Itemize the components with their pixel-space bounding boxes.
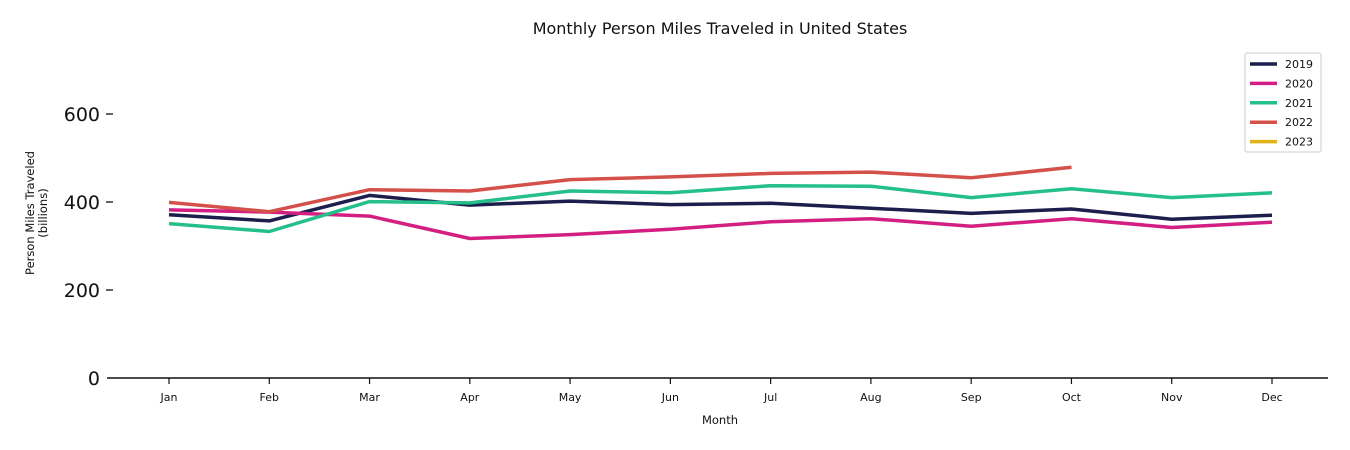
series-line-2019 [168,193,1273,223]
y-axis-ticks: 0 200 400 600 [64,104,113,390]
y-tick-label-400: 400 [64,192,100,214]
legend-label-2023: 2023 [1285,136,1313,149]
chart-title: Monthly Person Miles Traveled in United … [533,19,908,38]
series-line-2022 [168,165,1072,214]
y-tick-label-200: 200 [64,280,100,302]
y-axis-label-line2: (billions) [36,188,50,237]
y-tick-label-0: 0 [88,368,100,390]
series-line-2020 [168,208,1273,241]
x-tick-label-oct: Oct [1062,391,1082,404]
x-tick-label-may: May [559,391,582,404]
x-tick-label-feb: Feb [260,391,279,404]
x-tick-label-jan: Jan [160,391,178,404]
x-tick-label-apr: Apr [460,391,480,404]
y-axis-label-line1: Person Miles Traveled [23,151,37,275]
legend: 2019 2020 2021 2022 2023 [1244,52,1322,153]
x-tick-label-sep: Sep [961,391,982,404]
legend-box [1244,52,1322,153]
x-tick-label-aug: Aug [860,391,881,404]
legend-label-2021: 2021 [1285,97,1313,110]
y-axis-label: Person Miles Traveled (billions) [23,151,50,275]
x-tick-label-nov: Nov [1161,391,1183,404]
y-tick-label-600: 600 [64,104,100,126]
x-tick-label-dec: Dec [1261,391,1282,404]
x-tick-label-jul: Jul [763,391,777,404]
legend-label-2022: 2022 [1285,116,1313,129]
x-tick-label-jun: Jun [661,391,679,404]
x-axis-label: Month [702,413,738,427]
legend-label-2019: 2019 [1285,58,1313,71]
x-tick-label-mar: Mar [359,391,380,404]
series-lines [168,165,1273,241]
legend-label-2020: 2020 [1285,77,1313,90]
x-axis-ticks: Jan Feb Mar Apr May Jun Jul Aug Sep Oct Nov Dec [160,378,1283,404]
series-line-2021 [168,183,1273,234]
